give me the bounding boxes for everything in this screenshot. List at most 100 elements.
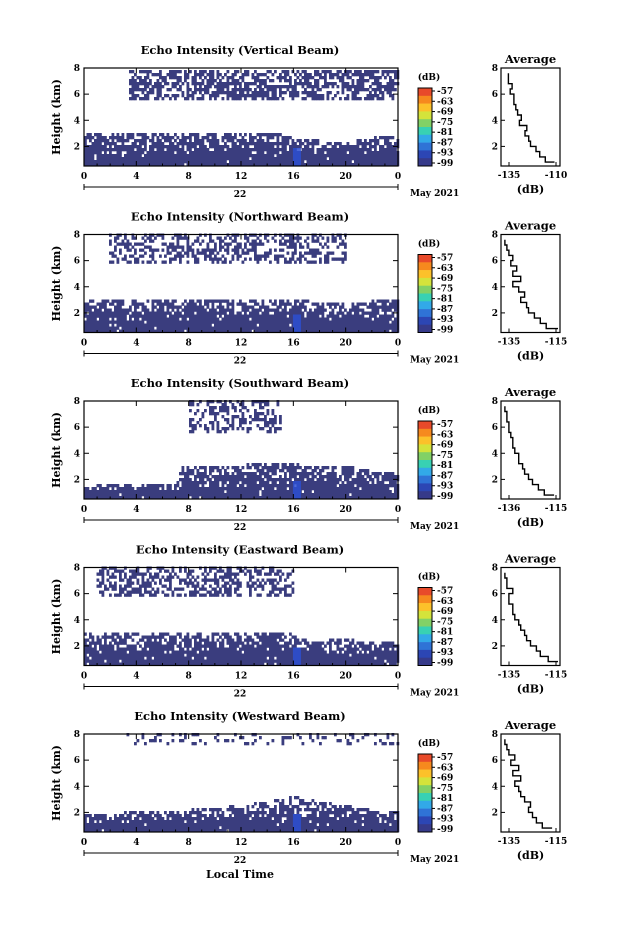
echo-cell <box>111 820 115 833</box>
echo-cell <box>159 139 162 167</box>
average-title: Average <box>504 552 556 566</box>
echo-cell <box>139 320 142 333</box>
echo-cell <box>331 308 335 333</box>
echo-cell <box>239 133 242 137</box>
colorbar-segment <box>418 618 432 627</box>
echo-cell <box>151 73 155 77</box>
echo-core <box>292 481 301 499</box>
echo-cell <box>239 409 242 413</box>
echo-cell <box>134 236 137 240</box>
echo-cell <box>126 632 130 639</box>
x-tick-label: 12 <box>235 838 248 848</box>
echo-cell <box>249 466 252 470</box>
echo-cell <box>221 403 225 413</box>
echo-cell <box>244 478 247 485</box>
echo-cell <box>266 133 270 167</box>
echo-cell <box>209 814 212 833</box>
colorbar-segment <box>418 428 432 437</box>
echo-cell <box>304 239 307 243</box>
echo-cell <box>229 148 232 167</box>
echo-cell <box>361 641 365 651</box>
echo-cell <box>189 94 192 98</box>
echo-cell <box>319 242 322 246</box>
echo-cell <box>344 805 347 833</box>
echo-cell <box>384 641 387 660</box>
echo-cell <box>311 139 315 167</box>
echo-cell <box>266 85 270 101</box>
echo-cell <box>259 496 262 500</box>
echo-cell <box>224 299 227 303</box>
echo-cell <box>124 632 127 645</box>
echo-cell <box>319 257 322 264</box>
echo-cell <box>96 320 100 333</box>
echo-cell <box>189 133 192 167</box>
echo-cell <box>239 76 242 80</box>
echo-cell <box>229 814 232 833</box>
echo-cell <box>361 826 365 833</box>
echo-cell <box>226 242 230 255</box>
echo-cell <box>146 484 150 500</box>
echo-cell <box>391 299 395 309</box>
colorbar-tick-label: -93 <box>437 149 453 159</box>
echo-cell <box>364 311 367 315</box>
echo-cell <box>84 136 87 167</box>
echo-cell <box>379 739 382 743</box>
echo-cell <box>216 82 220 98</box>
echo-cell <box>256 593 260 597</box>
echo-cell <box>219 145 222 167</box>
colorbar-label: (dB) <box>418 72 440 83</box>
echo-cell <box>186 154 190 167</box>
echo-cell <box>251 154 255 167</box>
echo-cell <box>304 257 307 261</box>
echo-cell <box>206 475 210 482</box>
echo-cell <box>359 97 362 101</box>
echo-cell <box>379 481 382 500</box>
echo-cell <box>301 817 305 833</box>
echo-cell <box>379 314 382 333</box>
colorbar-label: (dB) <box>418 572 440 583</box>
echo-cell <box>236 400 240 404</box>
echo-cell <box>236 145 240 167</box>
echo-cell <box>359 148 362 167</box>
echo-cell <box>251 742 255 746</box>
echo-cell <box>286 233 290 237</box>
echo-cell <box>284 805 287 812</box>
echo-cell <box>91 647 95 666</box>
echo-cell <box>214 242 217 252</box>
echo-cell <box>184 233 187 240</box>
echo-cell <box>246 82 250 98</box>
echo-cell <box>329 817 332 833</box>
echo-cell <box>134 79 137 92</box>
echo-cell <box>304 305 307 312</box>
echo-cell <box>159 70 162 80</box>
echo-cell <box>254 308 257 333</box>
echo-cell <box>264 632 267 663</box>
echo-cell <box>216 317 220 333</box>
echo-cell <box>281 76 285 80</box>
echo-cell <box>231 239 235 243</box>
echo-cell <box>206 635 210 648</box>
echo-cell <box>179 739 182 743</box>
echo-cell <box>124 817 127 833</box>
echo-cell <box>261 406 265 410</box>
echo-cell <box>229 475 232 500</box>
colorbar-segment <box>418 785 432 794</box>
echo-cell <box>121 814 125 821</box>
echo-cell <box>326 302 330 306</box>
echo-cell <box>274 427 277 434</box>
echo-cell <box>359 139 362 146</box>
echo-cell <box>269 466 272 473</box>
echo-cell <box>346 805 350 812</box>
echo-cell <box>329 808 332 815</box>
echo-cell <box>191 817 195 833</box>
echo-cell <box>224 73 227 77</box>
echo-cell <box>256 302 260 306</box>
echo-cell <box>289 257 292 264</box>
echo-cell <box>221 575 225 582</box>
echo-cell <box>266 70 270 74</box>
echo-cell <box>259 239 262 246</box>
echo-cell <box>346 311 350 333</box>
echo-cell <box>269 308 272 312</box>
echo-cell <box>249 644 252 666</box>
echo-cell <box>254 581 257 585</box>
